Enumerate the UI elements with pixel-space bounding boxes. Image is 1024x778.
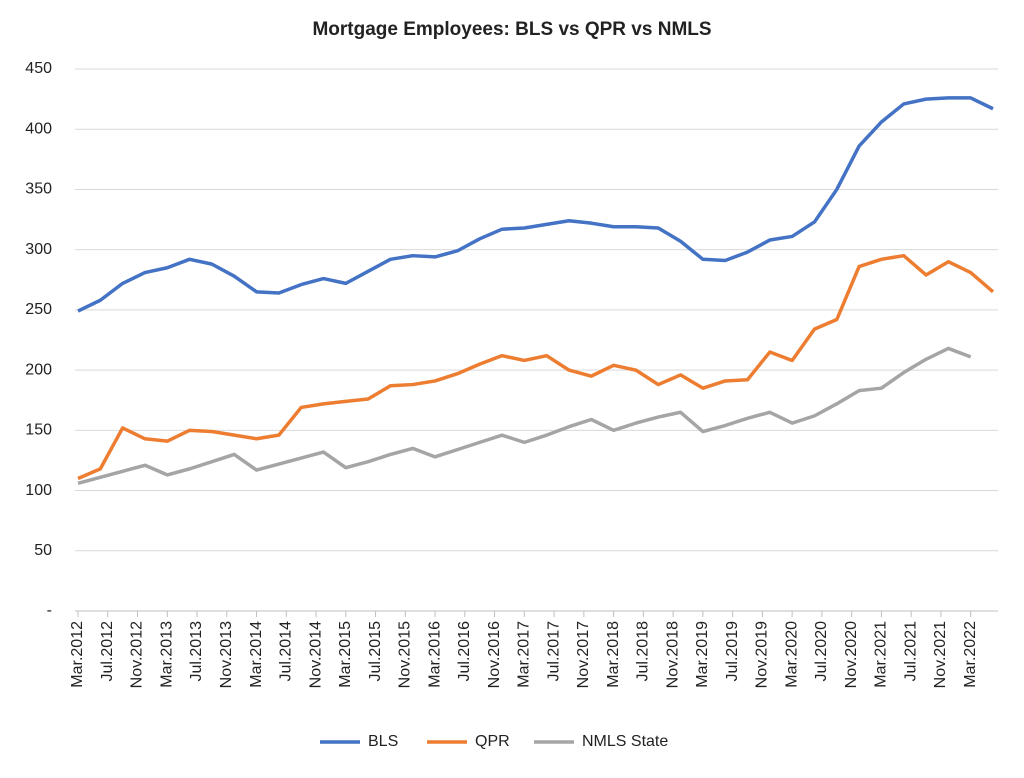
x-tick-label: Mar.2016: [426, 621, 443, 688]
y-tick-label: 200: [25, 361, 52, 378]
x-tick-label: Nov.2020: [843, 621, 860, 688]
x-tick-label: Mar.2019: [694, 621, 711, 688]
x-tick-label: Nov.2021: [932, 621, 949, 688]
x-tick-label: Jul.2021: [902, 621, 919, 682]
y-tick-label: 450: [25, 60, 52, 77]
x-tick-label: Mar.2018: [605, 621, 622, 688]
y-tick-label: 400: [25, 120, 52, 137]
series-line: [77, 253, 995, 481]
y-tick-label: 50: [34, 542, 52, 559]
x-tick-label: Mar.2012: [69, 621, 86, 688]
y-tick-label: 250: [25, 301, 52, 318]
x-tick-label: Mar.2013: [158, 621, 175, 688]
y-tick-label: 300: [25, 241, 52, 258]
series-line: [77, 346, 972, 486]
legend-label: QPR: [475, 733, 510, 750]
x-tick-label: Mar.2014: [248, 621, 265, 688]
x-tick-label: Nov.2015: [397, 621, 414, 688]
x-tick-label: Mar.2020: [783, 621, 800, 688]
legend-label: NMLS State: [582, 733, 668, 750]
x-tick-label: Nov.2016: [486, 621, 503, 688]
x-tick-label: Nov.2018: [664, 621, 681, 688]
y-tick-label: 100: [25, 482, 52, 499]
x-tick-label: Nov.2017: [575, 621, 592, 688]
x-tick-label: Jul.2013: [188, 621, 205, 682]
x-tick-label: Mar.2017: [516, 621, 533, 688]
x-tick-label: Nov.2012: [129, 621, 146, 688]
x-tick-label: Mar.2021: [873, 621, 890, 688]
x-tick-label: Jul.2012: [99, 621, 116, 682]
y-tick-label: 350: [25, 181, 52, 198]
x-tick-label: Jul.2017: [545, 621, 562, 682]
x-tick-label: Mar.2022: [962, 621, 979, 688]
x-tick-label: Jul.2014: [278, 621, 295, 682]
x-tick-label: Jul.2018: [635, 621, 652, 682]
y-tick-label: 150: [25, 422, 52, 439]
x-tick-label: Nov.2019: [754, 621, 771, 688]
series-line: [77, 96, 994, 313]
x-tick-label: Jul.2016: [456, 621, 473, 682]
x-tick-label: Jul.2020: [813, 621, 830, 682]
x-tick-label: Jul.2015: [367, 621, 384, 682]
chart-title: Mortgage Employees: BLS vs QPR vs NMLS: [312, 19, 711, 40]
x-tick-label: Nov.2013: [218, 621, 235, 688]
legend-label: BLS: [368, 733, 398, 750]
x-tick-label: Mar.2015: [337, 621, 354, 688]
x-tick-label: Nov.2014: [307, 621, 324, 688]
x-tick-label: Jul.2019: [724, 621, 741, 682]
y-tick-label: -: [47, 602, 52, 619]
